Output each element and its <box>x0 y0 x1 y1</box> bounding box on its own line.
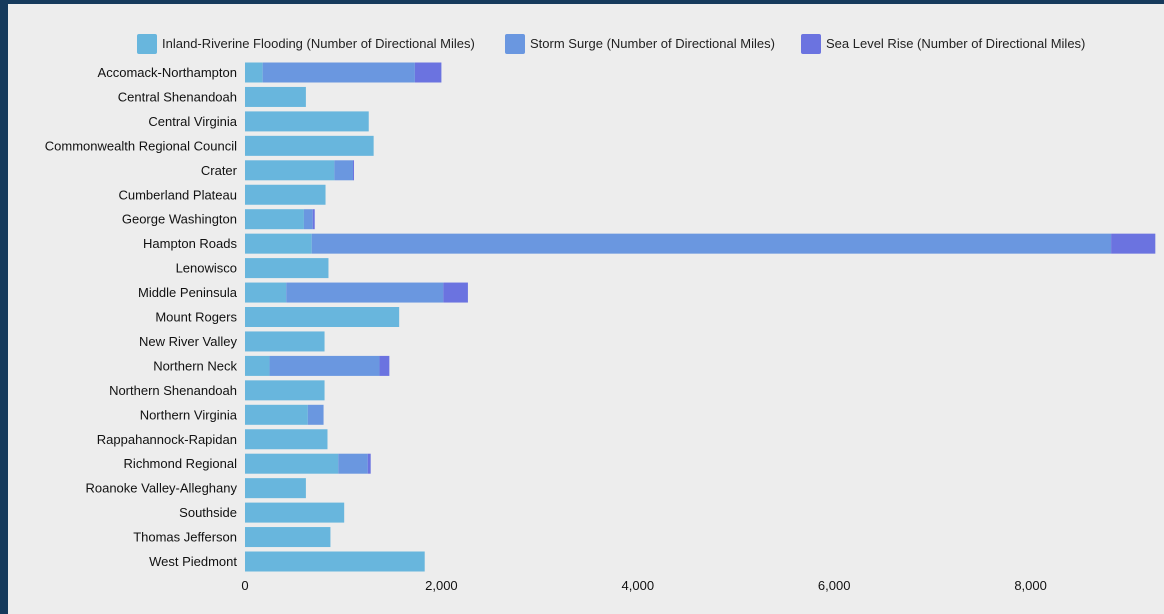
bar-segment-series-1 <box>245 209 304 230</box>
category-label: Commonwealth Regional Council <box>45 138 237 153</box>
bar-segment-series-2 <box>311 233 1112 254</box>
bar-segment-series-3 <box>353 160 355 181</box>
category-label: Hampton Roads <box>143 236 237 251</box>
bar-segment-series-2 <box>307 404 324 425</box>
bar-segment-series-3 <box>379 355 390 376</box>
bar-segment-series-3 <box>367 453 371 474</box>
category-label: Northern Neck <box>153 358 237 373</box>
bar-segment-series-1 <box>245 551 425 572</box>
bar-segment-series-1 <box>245 307 400 327</box>
bar-segment-series-3 <box>1111 233 1156 254</box>
category-label: Central Virginia <box>148 114 237 129</box>
category-label: Mount Rogers <box>155 310 237 325</box>
bar-segment-series-2 <box>338 453 368 474</box>
bar-segment-series-2 <box>269 355 380 376</box>
bar-segment-series-2 <box>334 160 354 181</box>
bar-segment-series-3 <box>414 62 442 83</box>
bar-segment-series-1 <box>245 478 306 499</box>
legend-swatch-2 <box>505 34 525 54</box>
x-tick-label: 6,000 <box>818 578 851 593</box>
category-label: Accomack-Northampton <box>98 65 237 80</box>
bar-segment-series-1 <box>245 404 308 425</box>
category-label: George Washington <box>122 212 237 227</box>
legend-label-2: Storm Surge (Number of Directional Miles… <box>530 36 775 51</box>
bar-segment-series-2 <box>286 282 444 303</box>
legend-label-1: Inland-Riverine Flooding (Number of Dire… <box>162 36 475 51</box>
bar-segment-series-2 <box>262 62 415 83</box>
category-label: Roanoke Valley-Alleghany <box>85 481 237 496</box>
bar-segment-series-1 <box>245 111 369 132</box>
bar-segment-series-1 <box>245 355 270 376</box>
category-label: Central Shenandoah <box>118 89 237 104</box>
category-label: Middle Peninsula <box>138 285 238 300</box>
bar-segment-series-1 <box>245 380 325 401</box>
bar-segment-series-1 <box>245 282 287 303</box>
category-label: West Piedmont <box>149 554 237 569</box>
bar-segment-series-3 <box>312 209 315 230</box>
legend-label-3: Sea Level Rise (Number of Directional Mi… <box>826 36 1085 51</box>
category-label: Northern Virginia <box>140 407 238 422</box>
bar-segment-series-1 <box>245 453 339 474</box>
category-label: Crater <box>201 163 238 178</box>
bar-segment-series-1 <box>245 502 345 523</box>
bar-segment-series-1 <box>245 331 325 352</box>
stacked-bar-chart: Inland-Riverine Flooding (Number of Dire… <box>45 34 1156 593</box>
category-label: Lenowisco <box>176 261 237 276</box>
bar-segment-series-1 <box>245 429 328 450</box>
category-label: Southside <box>179 505 237 520</box>
category-label: New River Valley <box>139 334 238 349</box>
x-tick-label: 4,000 <box>622 578 655 593</box>
bar-segment-series-1 <box>245 62 263 83</box>
category-label: Cumberland Plateau <box>118 187 237 202</box>
category-label: Richmond Regional <box>124 456 238 471</box>
x-tick-label: 2,000 <box>425 578 458 593</box>
legend-swatch-1 <box>137 34 157 54</box>
bar-segment-series-3 <box>443 282 468 303</box>
x-tick-label: 8,000 <box>1014 578 1047 593</box>
bar-segment-series-1 <box>245 258 329 279</box>
x-tick-label: 0 <box>241 578 248 593</box>
chart-frame: Inland-Riverine Flooding (Number of Dire… <box>8 4 1164 614</box>
legend-swatch-3 <box>801 34 821 54</box>
category-label: Thomas Jefferson <box>133 530 237 545</box>
bar-segment-series-1 <box>245 160 335 181</box>
bar-segment-series-1 <box>245 135 374 156</box>
bar-segment-series-1 <box>245 184 326 205</box>
category-label: Northern Shenandoah <box>109 383 237 398</box>
bar-segment-series-1 <box>245 233 312 254</box>
bar-segment-series-2 <box>303 209 313 230</box>
bar-segment-series-1 <box>245 527 331 548</box>
category-label: Rappahannock-Rapidan <box>97 432 237 447</box>
bar-segment-series-1 <box>245 86 306 107</box>
